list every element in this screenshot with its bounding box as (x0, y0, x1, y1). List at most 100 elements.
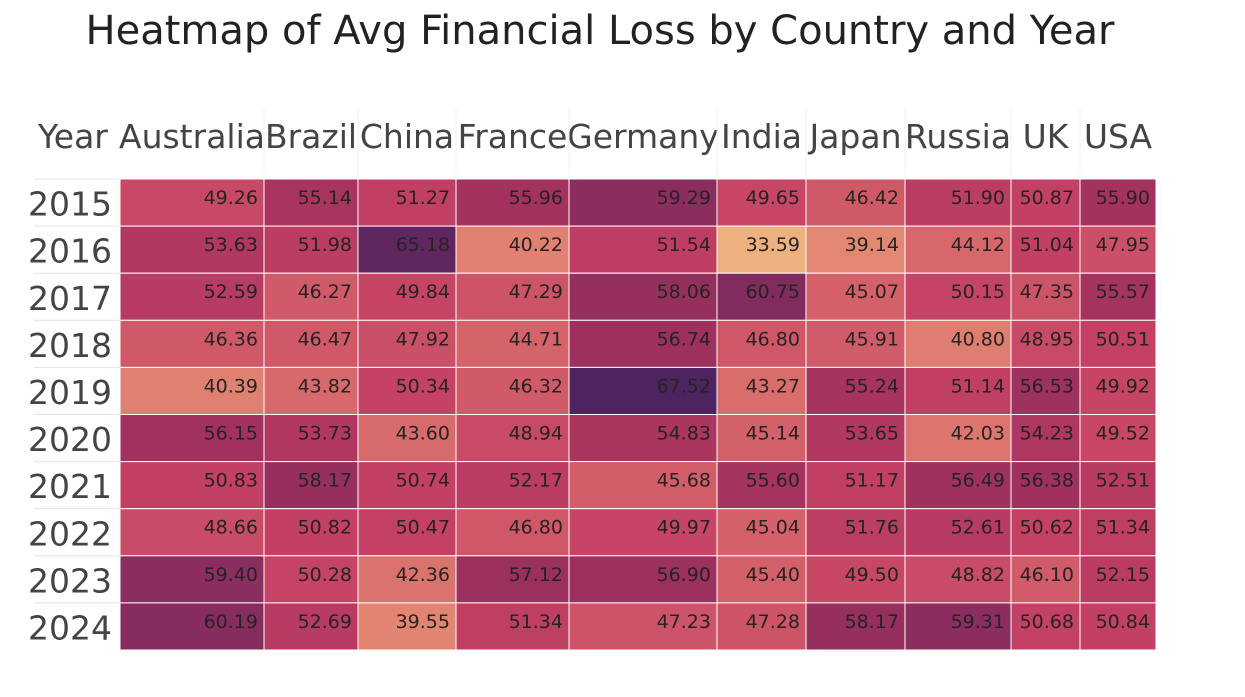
heatmap-cell (716, 225, 807, 274)
heatmap-cell (1079, 461, 1157, 510)
heatmap-cell (357, 508, 457, 557)
row-label-2018: 2018 (28, 326, 112, 365)
cell-value: 45.07 (845, 281, 899, 303)
cell-value: 51.76 (845, 517, 899, 539)
heatmap-cell (455, 555, 570, 604)
cell-value: 46.36 (204, 328, 258, 350)
cell-value: 51.98 (298, 234, 352, 256)
row-header-label: Year (37, 117, 108, 156)
column-header-brazil: Brazil (265, 117, 357, 156)
cell-value: 57.12 (509, 564, 563, 586)
heatmap-cell (263, 414, 359, 463)
cell-value: 55.57 (1096, 281, 1150, 303)
heatmap-cell (805, 319, 906, 368)
heatmap-cell (904, 602, 1012, 651)
heatmap-cell (716, 178, 807, 227)
column-header-australia: Australia (119, 117, 265, 156)
cell-value: 56.49 (951, 470, 1005, 492)
heatmap-cell (568, 225, 718, 274)
heatmap-cell (716, 414, 807, 463)
cell-value: 58.17 (298, 470, 352, 492)
cell-value: 55.24 (845, 375, 899, 397)
cell-value: 44.71 (509, 328, 563, 350)
cell-value: 46.42 (845, 187, 899, 209)
heatmap-cell (716, 366, 807, 415)
cell-value: 59.40 (204, 564, 258, 586)
row-label-2016: 2016 (28, 232, 112, 271)
row-label-2022: 2022 (28, 514, 112, 553)
heatmap-cell (119, 602, 265, 651)
cell-value: 52.59 (204, 281, 258, 303)
cell-value: 48.95 (1020, 328, 1074, 350)
heatmap-cell (119, 555, 265, 604)
cell-value: 46.10 (1020, 564, 1074, 586)
row-label-2015: 2015 (28, 185, 112, 224)
heatmap-cell (119, 272, 265, 321)
cell-value: 50.87 (1020, 187, 1074, 209)
heatmap-cell (1079, 319, 1157, 368)
heatmap-cell (904, 319, 1012, 368)
heatmap-cell (716, 272, 807, 321)
heatmap-cell (716, 602, 807, 651)
heatmap-cell (119, 461, 265, 510)
cell-value: 47.35 (1020, 281, 1074, 303)
heatmap-cell (716, 461, 807, 510)
cell-value: 50.84 (1096, 611, 1150, 633)
cell-value: 54.23 (1020, 423, 1074, 445)
cell-value: 53.73 (298, 423, 352, 445)
heatmap-cell (904, 461, 1012, 510)
heatmap-cell (805, 602, 906, 651)
heatmap-cell (357, 461, 457, 510)
cell-value: 54.83 (657, 423, 711, 445)
cell-value: 40.22 (509, 234, 563, 256)
cell-value: 40.80 (951, 328, 1005, 350)
heatmap-cell (1010, 414, 1081, 463)
cell-value: 58.06 (657, 281, 711, 303)
cell-value: 51.17 (845, 470, 899, 492)
cell-value: 33.59 (746, 234, 800, 256)
heatmap-cell (1010, 555, 1081, 604)
heatmap-cell (805, 272, 906, 321)
heatmap-cell (568, 319, 718, 368)
column-header-france: France (458, 117, 568, 156)
cell-value: 47.29 (509, 281, 563, 303)
cell-value: 50.15 (951, 281, 1005, 303)
cell-value: 45.40 (746, 564, 800, 586)
cell-value: 46.47 (298, 328, 352, 350)
heatmap-cell (263, 508, 359, 557)
heatmap-cell (455, 461, 570, 510)
cell-value: 50.74 (396, 470, 450, 492)
heatmap-cell (1079, 225, 1157, 274)
heatmap-cell (357, 602, 457, 651)
cell-value: 49.97 (657, 517, 711, 539)
column-header-japan: Japan (807, 117, 901, 156)
cell-value: 39.55 (396, 611, 450, 633)
cell-value: 59.29 (657, 187, 711, 209)
cell-value: 48.94 (509, 423, 563, 445)
cell-value: 47.95 (1096, 234, 1150, 256)
cell-value: 52.51 (1096, 470, 1150, 492)
cell-value: 67.52 (657, 375, 711, 397)
chart-title: Heatmap of Avg Financial Loss by Country… (85, 8, 1115, 54)
cell-value: 55.90 (1096, 187, 1150, 209)
cell-value: 50.34 (396, 375, 450, 397)
cell-value: 53.63 (204, 234, 258, 256)
heatmap-cell (568, 555, 718, 604)
heatmap-cell (568, 414, 718, 463)
cell-value: 45.14 (746, 423, 800, 445)
heatmap-cell (263, 602, 359, 651)
cell-value: 40.39 (204, 375, 258, 397)
cell-value: 50.28 (298, 564, 352, 586)
heatmap-cell (568, 508, 718, 557)
cell-value: 42.36 (396, 564, 450, 586)
row-label-2021: 2021 (28, 467, 112, 506)
cell-value: 51.34 (1096, 517, 1150, 539)
heatmap-cell (1010, 461, 1081, 510)
row-label-2020: 2020 (28, 420, 112, 459)
heatmap-cell (1010, 319, 1081, 368)
heatmap-cell (455, 319, 570, 368)
cell-value: 56.15 (204, 423, 258, 445)
heatmap-cell (805, 508, 906, 557)
heatmap-cell (455, 602, 570, 651)
heatmap-cell (904, 508, 1012, 557)
